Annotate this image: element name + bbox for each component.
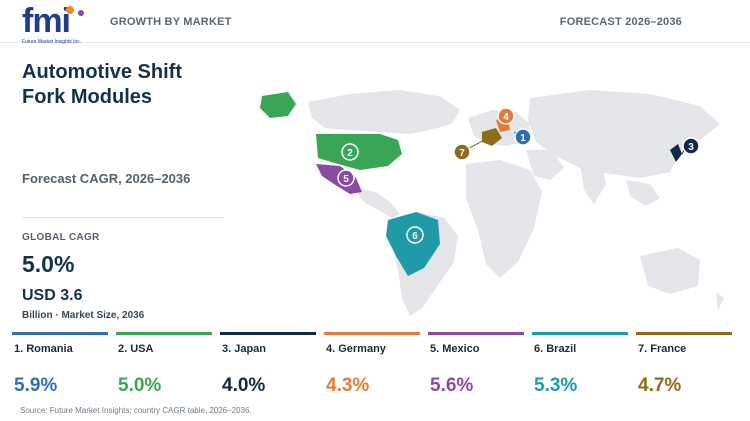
country-ranking: 1. Romania 5.9% 2. USA 5.0% 3. Japan 4.0…: [12, 332, 746, 400]
rank-color-bar: [116, 332, 212, 335]
market-size-value: USD 3.6: [22, 287, 83, 304]
rank-country-name: 6. Brazil: [534, 343, 577, 355]
global-cagr-value: 5.0%: [22, 251, 75, 277]
title-line-1: Automotive Shift: [22, 61, 182, 83]
brazil-shape: [386, 212, 440, 276]
land-australia: [640, 248, 700, 294]
rank-cagr-value: 5.0%: [118, 375, 162, 396]
map-marker-germany: 4: [497, 107, 515, 125]
svg-text:3: 3: [688, 142, 694, 153]
rank-card-romania: 1. Romania 5.9%: [12, 332, 108, 400]
map-marker-usa: 2: [341, 143, 359, 161]
rank-cagr-value: 5.3%: [534, 375, 578, 396]
map-marker-japan: 3: [682, 137, 700, 155]
rank-card-usa: 2. USA 5.0%: [116, 332, 212, 400]
source-note: Source: Future Market Insights; country …: [20, 406, 252, 415]
japan-shape: [670, 144, 682, 162]
rank-card-germany: 4. Germany 4.3%: [324, 332, 420, 400]
rank-country-name: 5. Mexico: [430, 343, 480, 355]
land-central-america: [352, 188, 400, 218]
rank-cagr-value: 5.9%: [14, 375, 58, 396]
rank-card-brazil: 6. Brazil 5.3%: [532, 332, 628, 400]
land-southeast-asia: [626, 180, 660, 206]
svg-text:4: 4: [503, 112, 509, 123]
rank-card-japan: 3. Japan 4.0%: [220, 332, 316, 400]
world-map: 1 2 3 4 5 6 7: [260, 90, 724, 316]
logo-dot-orange: [66, 6, 74, 14]
rank-color-bar: [220, 332, 316, 335]
rank-card-france: 7. France 4.7%: [636, 332, 732, 400]
logo-subtitle: Future Market Insights Inc.: [22, 39, 82, 45]
rank-cagr-value: 4.3%: [326, 375, 370, 396]
rank-country-name: 2. USA: [118, 343, 154, 355]
title-line-2: Fork Modules: [22, 86, 153, 108]
svg-text:2: 2: [347, 148, 353, 159]
rank-color-bar: [636, 332, 732, 335]
map-marker-france: 7: [453, 143, 471, 161]
market-size-note: Billion · Market Size, 2036: [22, 310, 145, 321]
france-shape: [482, 128, 502, 146]
rank-card-mexico: 5. Mexico 5.6%: [428, 332, 524, 400]
rank-country-name: 7. France: [638, 343, 687, 355]
logo-text: fmi: [22, 2, 71, 40]
land-africa: [466, 160, 542, 278]
rank-color-bar: [532, 332, 628, 335]
svg-text:7: 7: [459, 148, 465, 159]
forecast-period-label: FORECAST 2026–2036: [559, 16, 682, 28]
greenland-shape: [260, 92, 296, 118]
forecast-cagr-label: Forecast CAGR, 2026–2036: [22, 171, 191, 186]
land-india: [580, 164, 606, 204]
logo-dot-purple: [78, 10, 84, 16]
growth-by-market-label: GROWTH BY MARKET: [110, 16, 232, 28]
land-new-zealand: [716, 292, 724, 310]
header: fmi Future Market Insights Inc. GROWTH B…: [0, 0, 750, 45]
svg-text:5: 5: [343, 174, 349, 185]
land-alaska-canada: [308, 90, 460, 134]
svg-text:1: 1: [520, 133, 526, 144]
rank-cagr-value: 4.0%: [222, 375, 266, 396]
rank-country-name: 1. Romania: [14, 343, 73, 355]
rank-cagr-value: 5.6%: [430, 375, 474, 396]
rank-color-bar: [324, 332, 420, 335]
land-masses: [308, 90, 724, 316]
svg-text:6: 6: [412, 231, 418, 242]
page-title: Automotive Shift Fork Modules: [22, 60, 242, 110]
rank-color-bar: [12, 332, 108, 335]
divider: [22, 217, 224, 218]
map-markers: 1 2 3 4 5 6 7: [337, 107, 700, 244]
usa-shape: [316, 134, 402, 170]
rank-color-bar: [428, 332, 524, 335]
map-marker-mexico: 5: [337, 169, 355, 187]
fmi-logo: fmi Future Market Insights Inc.: [22, 2, 94, 45]
rank-country-name: 4. Germany: [326, 343, 386, 355]
global-cagr-label: GLOBAL CAGR: [22, 232, 100, 243]
land-middle-east: [526, 150, 564, 180]
land-asia: [528, 90, 720, 178]
map-marker-brazil: 6: [406, 226, 424, 244]
rank-country-name: 3. Japan: [222, 343, 267, 355]
map-marker-romania: 1: [514, 128, 532, 146]
rank-cagr-value: 4.7%: [638, 375, 682, 396]
